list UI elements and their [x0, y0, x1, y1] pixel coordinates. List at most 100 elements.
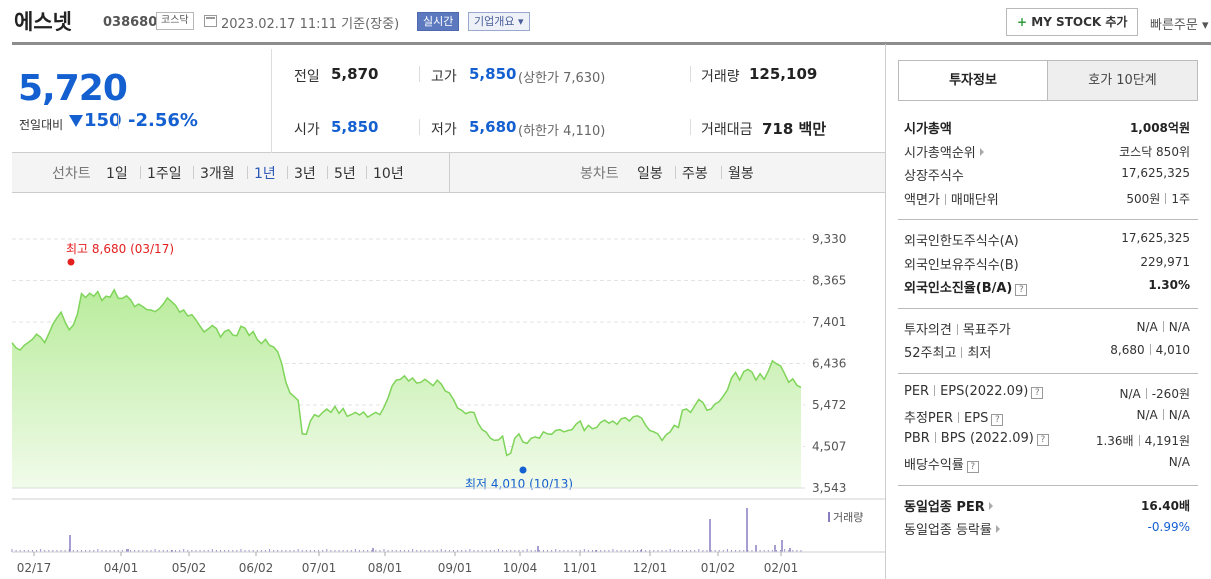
info-label-text: 시가총액순위: [904, 145, 976, 161]
info-value-text: N/A: [1168, 408, 1190, 422]
info-value: 코스닥 850위: [1119, 143, 1190, 160]
stat-divider: [690, 119, 691, 135]
info-value: 1.30%: [1148, 278, 1190, 292]
down-triangle-icon: [69, 115, 83, 127]
info-label-text: PBR: [904, 430, 930, 446]
y-tick-label: 7,401: [812, 315, 846, 329]
info-label: 동일업종 등락률: [904, 519, 1000, 538]
arrow-right-icon[interactable]: [995, 525, 1000, 533]
value-divider: [1145, 387, 1147, 399]
info-label-text: 목표주가: [962, 322, 1011, 338]
tab-period-1[interactable]: 1주일: [147, 166, 182, 182]
low-value: 5,680: [469, 118, 517, 136]
realtime-button[interactable]: 실시간: [417, 12, 460, 31]
stat-divider: [419, 119, 420, 135]
y-tick-label: 5,472: [812, 398, 846, 412]
candle-chart-label: 봉차트: [580, 166, 619, 182]
quick-order-link[interactable]: 빠른주문 ▾: [1150, 18, 1209, 33]
help-icon[interactable]: ?: [1031, 386, 1044, 399]
info-value-text: 500원: [1126, 191, 1161, 206]
info-label: PBR BPS (2022.09)?: [904, 431, 1049, 446]
info-divider: [898, 484, 1198, 486]
info-value-text: 17,625,325: [1121, 231, 1190, 245]
tab-separator: [287, 166, 288, 179]
low-annotation: 최저 4,010 (10/13): [465, 477, 573, 491]
label-divider: [961, 347, 963, 358]
tab-period-0[interactable]: 1일: [106, 166, 128, 182]
info-label: 외국인소진율(B/A)?: [904, 277, 1028, 296]
header-divider: [12, 42, 1211, 45]
x-tick-label: 01/02: [701, 561, 736, 575]
quote-timestamp: 2023.02.17 11:11 기준(장중): [221, 17, 400, 32]
info-value-text: N/A: [1136, 319, 1158, 334]
tab-candle-1[interactable]: 주봉: [682, 166, 708, 182]
stock-name: 에스넷: [14, 10, 72, 34]
high-marker: [67, 258, 75, 266]
x-tick-label: 11/01: [563, 561, 598, 575]
tab-separator: [247, 166, 248, 179]
info-value-text: 1.30%: [1148, 278, 1190, 292]
line-chart-label: 선차트: [52, 166, 91, 182]
info-label-text: 외국인한도주식수(A): [904, 234, 1019, 249]
tab-period-4[interactable]: 3년: [294, 166, 316, 182]
info-value: 8,680 4,010: [1110, 343, 1190, 357]
y-tick-label: 3,543: [812, 481, 846, 495]
trade-amount-label: 거래대금: [701, 122, 753, 138]
chart-tab-bar: [12, 153, 885, 193]
plus-icon: +: [1017, 15, 1028, 29]
x-tick-label: 08/01: [368, 561, 403, 575]
help-icon[interactable]: ?: [1036, 433, 1049, 446]
info-label-text: 시가총액: [904, 122, 952, 137]
company-overview-dropdown[interactable]: 기업개요 ▾: [468, 12, 530, 31]
info-value-text: 1,008억원: [1129, 121, 1190, 135]
info-label: 상장주식수: [904, 165, 964, 184]
info-label-text: EPS(2022.09): [940, 383, 1029, 399]
info-label-text: 최저: [967, 346, 992, 361]
info-label: 액면가 매매단위: [904, 189, 999, 208]
add-mystock-button[interactable]: + MY STOCK 추가: [1006, 8, 1139, 36]
help-icon[interactable]: ?: [1015, 284, 1028, 296]
tab-investment-info[interactable]: 투자정보: [898, 60, 1048, 101]
info-value-text: 코스닥 850위: [1119, 144, 1190, 159]
help-icon[interactable]: ?: [966, 461, 979, 473]
info-label-text: 배당수익률: [904, 458, 964, 473]
change-divider: [118, 113, 119, 129]
high-label: 고가: [431, 69, 457, 85]
tab-candle-0[interactable]: 일봉: [637, 166, 663, 182]
info-value-text: 4,191원: [1144, 433, 1190, 448]
help-icon[interactable]: ?: [991, 414, 1004, 426]
value-divider: [1162, 320, 1164, 332]
calendar-icon: [204, 15, 217, 27]
market-badge: 코스닥: [156, 12, 194, 30]
arrow-right-icon[interactable]: [988, 501, 993, 510]
label-divider: [956, 323, 958, 335]
y-tick-label: 6,436: [812, 357, 846, 371]
info-label: 배당수익률?: [904, 454, 979, 473]
info-label-text: 동일업종 등락률: [904, 523, 992, 538]
info-divider: [898, 307, 1198, 309]
tab-separator: [193, 166, 194, 179]
tab-order-book[interactable]: 호가 10단계: [1047, 60, 1198, 101]
arrow-right-icon[interactable]: [979, 147, 984, 156]
volume-legend-swatch: [828, 512, 830, 522]
info-value-text: N/A: [1168, 455, 1190, 469]
price-divider: [271, 49, 272, 153]
tab-period-2[interactable]: 3개월: [200, 166, 235, 182]
stock-code: 038680: [103, 15, 158, 30]
x-tick-label: 04/01: [104, 561, 139, 575]
tab-period-3[interactable]: 1년: [254, 166, 276, 182]
x-tick-label: 10/04: [503, 561, 538, 575]
info-value-text: N/A: [1168, 319, 1190, 334]
high-value: 5,850: [469, 65, 517, 83]
info-label-text: 동일업종 PER: [904, 499, 985, 515]
info-label: 투자의견 목표주가: [904, 319, 1011, 338]
tab-period-6[interactable]: 10년: [373, 166, 404, 182]
info-value: 16.40배: [1141, 497, 1190, 514]
prev-close-label: 전일: [294, 69, 320, 85]
info-value-text: 8,680: [1110, 343, 1145, 357]
info-value-text: 1.36배: [1095, 433, 1134, 448]
tab-period-5[interactable]: 5년: [334, 166, 356, 182]
tab-candle-2[interactable]: 월봉: [728, 166, 754, 182]
info-value: 17,625,325: [1121, 166, 1190, 180]
upper-limit: (상한가 7,630): [518, 71, 606, 86]
